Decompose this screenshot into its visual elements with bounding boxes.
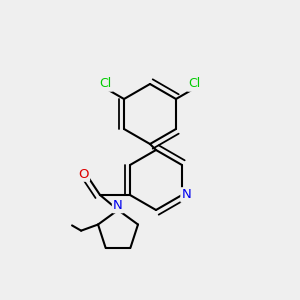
Text: Cl: Cl bbox=[100, 77, 112, 91]
Text: N: N bbox=[113, 199, 123, 212]
Text: Cl: Cl bbox=[188, 77, 200, 91]
Text: N: N bbox=[182, 188, 191, 202]
Text: O: O bbox=[78, 167, 89, 181]
